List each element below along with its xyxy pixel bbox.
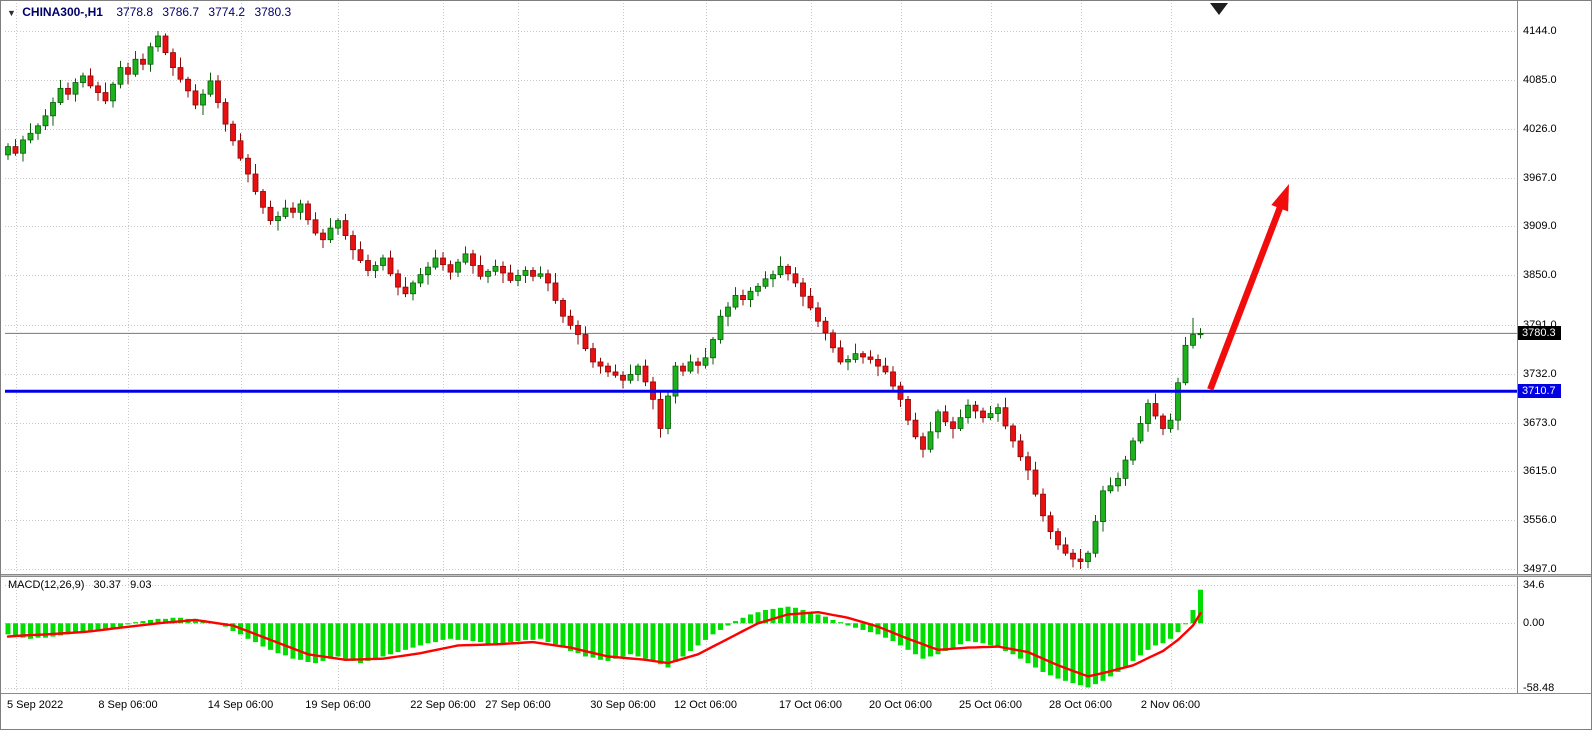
macd-main-value: 30.37 [93, 579, 122, 591]
time-tick-label: 28 Oct 06:00 [1049, 699, 1112, 711]
trend-arrow-object[interactable] [1207, 184, 1289, 391]
price-tick-label: 3909.0 [1523, 220, 1557, 233]
time-tick-label: 8 Sep 06:00 [98, 699, 158, 711]
price-tick-label: 3673.0 [1523, 416, 1557, 429]
time-tick-label: 19 Sep 06:00 [305, 699, 371, 711]
chart-ohlc-header: ▼ CHINA300-,H1 3778.8 3786.7 3774.2 3780… [7, 5, 297, 19]
panel-splitter[interactable] [1, 574, 1591, 577]
ohlc-high-value: 3786.7 [162, 5, 200, 19]
price-tick-label: 4026.0 [1523, 123, 1557, 136]
macd-tick-label: 0.00 [1523, 617, 1545, 630]
time-tick-label: 14 Sep 06:00 [207, 699, 274, 711]
ohlc-low-value: 3774.2 [208, 5, 246, 19]
price-tick-label: 3732.0 [1523, 367, 1557, 380]
price-tick-label: 3967.0 [1523, 172, 1557, 185]
price-tick-label: 3850.0 [1523, 269, 1557, 282]
symbol-timeframe-label: CHINA300-,H1 [22, 5, 103, 19]
macd-tick-label: 34.6 [1523, 579, 1545, 591]
grid-lines [5, 3, 1517, 692]
time-tick-label: 27 Sep 06:00 [485, 699, 551, 711]
time-axis[interactable]: 5 Sep 2022 8 Sep 06:00 14 Sep 06:00 19 Sep … [1, 694, 1591, 729]
time-tick-label: 2 Nov 06:00 [1140, 699, 1201, 711]
time-tick-label: 5 Sep 2022 [7, 699, 64, 711]
price-tick-label: 4085.0 [1523, 74, 1557, 87]
price-tick-label: 3556.0 [1523, 513, 1557, 526]
symbol-marker-icon: ▼ [7, 8, 16, 18]
hline-price-badge: 3710.7 [1518, 384, 1561, 399]
chart-shift-marker[interactable] [1210, 3, 1228, 15]
price-tick-label: 4144.0 [1523, 25, 1557, 37]
time-tick-label: 20 Oct 06:00 [869, 699, 932, 711]
ohlc-close-value: 3780.3 [254, 5, 292, 19]
time-tick-label: 30 Sep 06:00 [590, 699, 656, 711]
time-tick-label: 17 Oct 06:00 [779, 699, 842, 711]
price-tick-label: 3497.0 [1523, 563, 1557, 575]
ohlc-open-value: 3778.8 [116, 5, 154, 19]
candlestick-series [5, 31, 1204, 569]
time-tick-label: 22 Sep 06:00 [410, 699, 476, 711]
macd-indicator-label: MACD(12,26,9) 30.37 9.03 [8, 579, 152, 591]
macd-name: MACD(12,26,9) [8, 579, 85, 591]
price-axis[interactable]: 4144.0 4085.0 4026.0 3967.0 3909.0 3850.0 3791… [1517, 1, 1591, 694]
price-tick-label: 3615.0 [1523, 464, 1557, 477]
macd-histogram [5, 589, 1203, 688]
macd-tick-label: -58.48 [1523, 682, 1555, 694]
time-tick-label: 25 Oct 06:00 [959, 699, 1022, 711]
current-price-badge: 3780.3 [1518, 326, 1561, 341]
time-tick-label: 12 Oct 06:00 [674, 699, 737, 711]
macd-signal-value: 9.03 [130, 579, 152, 591]
macd-signal-line [6, 611, 1202, 678]
